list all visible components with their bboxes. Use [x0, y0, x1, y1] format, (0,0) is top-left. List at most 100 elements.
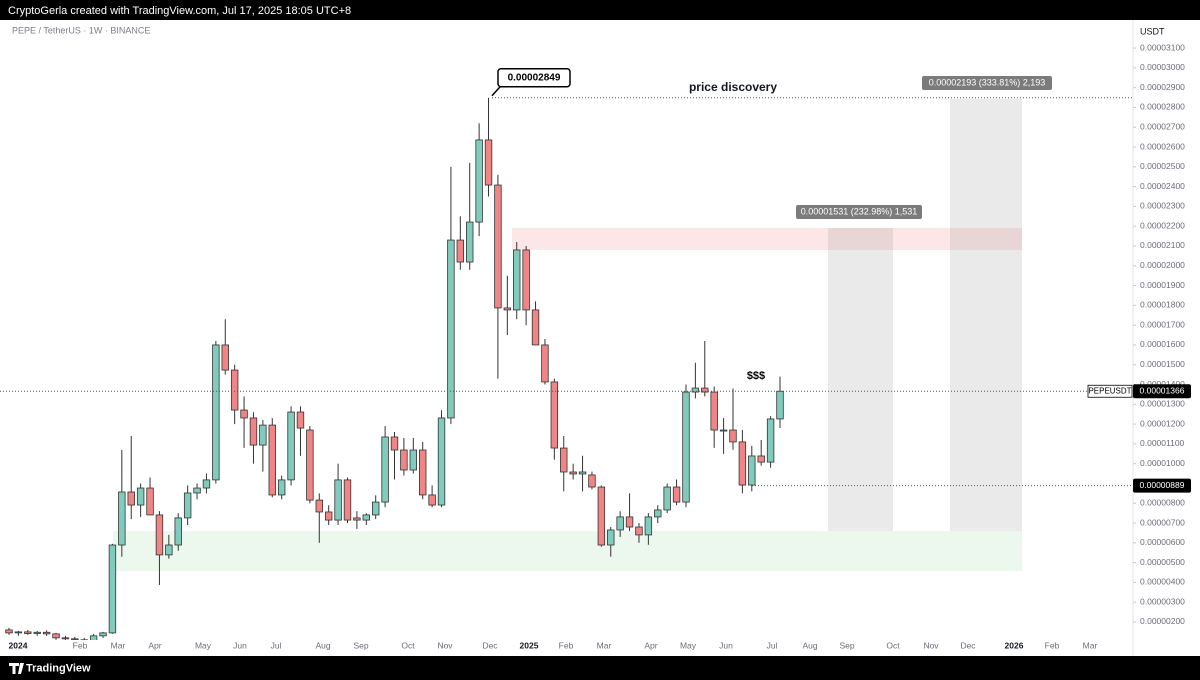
- support-label: 0.00000889: [1140, 480, 1185, 490]
- measure-range: [828, 227, 893, 531]
- measure-range: [950, 98, 1022, 531]
- candle-body: [99, 632, 107, 637]
- y-tick-label: 0.00003000: [1140, 62, 1185, 72]
- candle-body: [155, 514, 164, 556]
- y-tick-label: 0.00001400: [1140, 379, 1185, 389]
- x-tick-label: Mar: [1083, 640, 1098, 650]
- candle-body: [127, 491, 135, 506]
- x-tick-label: Aug: [802, 640, 817, 650]
- support-zone: [113, 530, 1022, 571]
- candle-body: [136, 487, 145, 506]
- brand: TradingView: [26, 662, 91, 674]
- candle-body: [701, 387, 709, 393]
- x-tick-label: Feb: [1045, 640, 1060, 650]
- x-tick-label: May: [195, 640, 212, 650]
- candle-body: [710, 391, 718, 431]
- candle-body: [118, 491, 126, 546]
- candle-body: [766, 418, 775, 463]
- y-tick-label: 0.00001600: [1140, 339, 1185, 349]
- candle-body: [719, 429, 728, 432]
- x-tick-label: Aug: [315, 640, 330, 650]
- x-tick-label: Jul: [767, 640, 778, 650]
- ath-note: price discovery: [689, 80, 777, 94]
- candle-body: [334, 479, 342, 521]
- y-tick-label: 0.00001500: [1140, 359, 1185, 369]
- candle-body: [277, 479, 286, 496]
- x-tick-label: 2024: [9, 640, 28, 650]
- candle-body: [400, 449, 408, 471]
- candle-body: [259, 424, 267, 446]
- measure-label-bg: [922, 75, 1052, 90]
- y-tick-label: 0.00002500: [1140, 161, 1185, 171]
- y-tick-label: 0.00001700: [1140, 319, 1185, 329]
- candle-body: [221, 344, 229, 371]
- candle-body: [202, 479, 211, 489]
- x-tick-label: Dec: [960, 640, 976, 650]
- x-tick-label: Nov: [437, 640, 453, 650]
- logo-icon: [9, 663, 24, 674]
- candle-body: [14, 631, 23, 634]
- y-tick-label: 0.00002400: [1140, 181, 1185, 191]
- candle-body: [296, 411, 305, 429]
- x-tick-label: May: [680, 640, 697, 650]
- candle-body: [494, 184, 502, 309]
- candle-body: [625, 516, 634, 528]
- candle-body: [52, 633, 60, 639]
- candle-body: [635, 526, 643, 536]
- candle-body: [193, 487, 201, 494]
- candle-body: [89, 635, 98, 640]
- x-tick-label: Feb: [73, 640, 88, 650]
- measure-label-bg: [796, 204, 922, 219]
- candle-body: [513, 249, 521, 311]
- candle-body: [644, 516, 653, 536]
- y-tick-label: 0.00002000: [1140, 260, 1185, 270]
- symbol-label: PEPE / TetherUS · 1W · BINANCE: [12, 25, 150, 35]
- bottom-bar: [0, 656, 1200, 680]
- x-tick-label: Mar: [597, 640, 612, 650]
- y-tick-label: 0.00001000: [1140, 458, 1185, 468]
- candle-body: [108, 544, 117, 634]
- y-tick-label: 0.00000300: [1140, 596, 1185, 606]
- candle-body: [306, 429, 314, 501]
- candle-body: [607, 529, 615, 546]
- candle-body: [757, 455, 765, 463]
- candle-body: [729, 429, 737, 443]
- y-tick-label: 0.00000200: [1140, 616, 1185, 626]
- symbol-tag-bg: [1087, 384, 1133, 398]
- candle-body: [33, 631, 41, 634]
- candle-body: [71, 638, 79, 640]
- y-tick-label: 0.00003100: [1140, 42, 1185, 52]
- candle-body: [146, 487, 154, 516]
- y-tick-label: 0.00002100: [1140, 240, 1185, 250]
- y-tick-label: 0.00002300: [1140, 201, 1185, 211]
- candle-body: [663, 486, 671, 511]
- candle-body: [738, 441, 747, 486]
- candle-body: [691, 387, 700, 393]
- y-tick-label: 0.00001800: [1140, 300, 1185, 310]
- y-tick-label: 0.00002700: [1140, 122, 1185, 132]
- candle-body: [466, 221, 474, 263]
- x-tick-label: Apr: [644, 640, 657, 650]
- header-text: CryptoGerla created with TradingView.com…: [8, 5, 351, 17]
- candle-body: [212, 344, 220, 481]
- dollar-note: $$$: [747, 370, 765, 382]
- candle-body: [80, 639, 88, 640]
- y-tick-label: 0.00002200: [1140, 220, 1185, 230]
- x-tick-label: Apr: [148, 640, 161, 650]
- ath-label: 0.00002849: [508, 72, 561, 83]
- y-tick-label: 0.00001200: [1140, 418, 1185, 428]
- ath-pointer: [491, 85, 502, 97]
- candle-body: [5, 629, 13, 634]
- x-tick-label: Jun: [233, 640, 247, 650]
- x-tick-label: 2025: [520, 640, 539, 650]
- candle-body: [268, 424, 276, 496]
- y-tick-label: 0.00001300: [1140, 399, 1185, 409]
- candle-body: [597, 486, 606, 546]
- candle-body: [61, 637, 70, 640]
- candle-body: [776, 390, 784, 420]
- candle-body: [381, 436, 389, 503]
- candle-body: [428, 494, 436, 506]
- candle-body: [569, 471, 577, 475]
